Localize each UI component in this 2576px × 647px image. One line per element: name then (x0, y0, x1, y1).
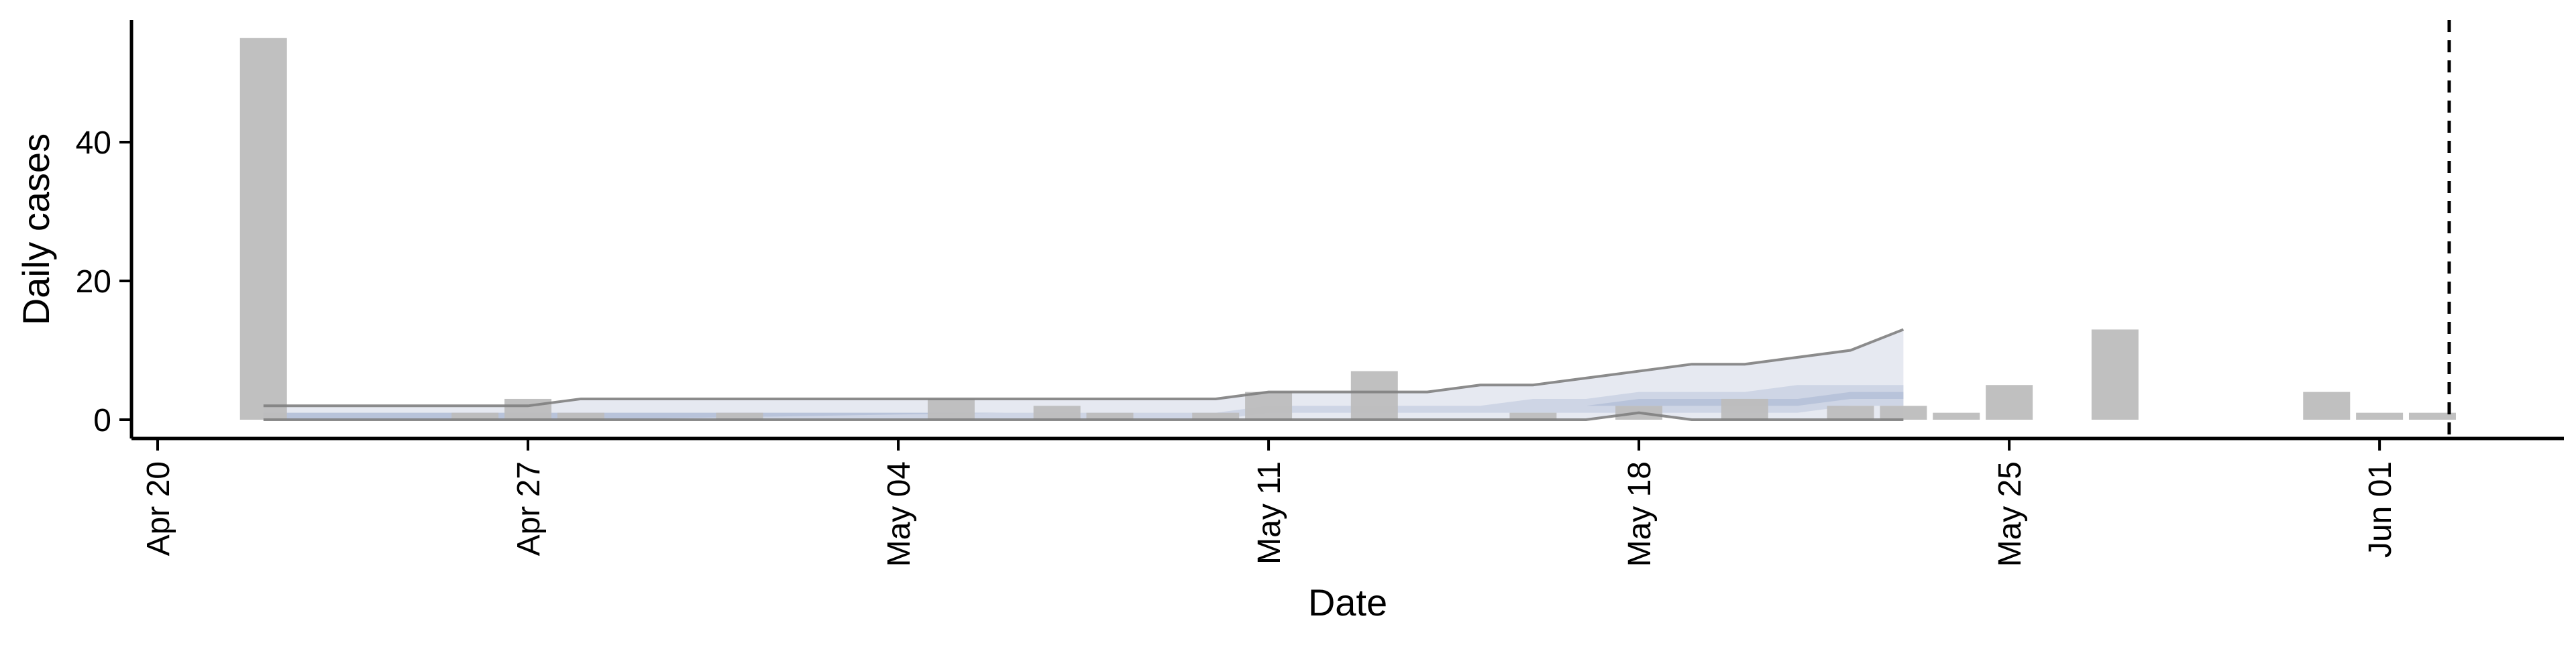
x-tick-label: May 04 (881, 461, 917, 567)
bar (1986, 385, 2033, 420)
axes-layer: 0 20 40 Apr 20 Apr 27 May 04 May 11 May 18 May 2… (76, 20, 2564, 567)
y-tick-label: 0 (93, 403, 111, 438)
ci50-band (263, 385, 1904, 420)
x-tick-label: May 25 (1992, 461, 2028, 567)
bar (1721, 398, 1768, 420)
y-tick-label: 40 (76, 125, 111, 161)
ci90-lower-line (263, 411, 1904, 421)
bar (1245, 392, 1293, 420)
bar (2303, 392, 2351, 420)
interval-outline-layer (263, 328, 1904, 421)
x-tick-label: May 18 (1622, 461, 1658, 567)
bar (1827, 406, 1874, 420)
bar (1033, 406, 1081, 420)
credible-interval-layer (263, 329, 1904, 420)
x-tick-label: Apr 27 (511, 461, 547, 556)
bar (2091, 329, 2139, 420)
y-tick-label: 20 (76, 264, 111, 300)
bar (1086, 412, 1134, 420)
ci20-band (263, 392, 1904, 420)
x-axis-title: Date (1308, 581, 1387, 624)
bar (2408, 412, 2456, 420)
ci90-upper-line (263, 328, 1904, 408)
bar (1350, 371, 1398, 420)
y-axis-title: Daily cases (15, 133, 57, 325)
x-tick-label: Apr 20 (141, 461, 176, 556)
bar (239, 38, 287, 420)
bar (451, 412, 499, 420)
bar (1509, 412, 1557, 420)
bar (1933, 412, 1980, 420)
bar (557, 412, 604, 420)
bar (1880, 406, 1927, 420)
bar (2356, 412, 2404, 420)
bar (504, 398, 552, 420)
x-tick-label: May 11 (1252, 461, 1287, 565)
ci90-band (263, 329, 1904, 420)
bar (1192, 412, 1240, 420)
x-tick-label: Jun 01 (2363, 461, 2398, 558)
bar-layer (239, 38, 2456, 420)
bar (927, 398, 975, 420)
bar (716, 412, 763, 420)
